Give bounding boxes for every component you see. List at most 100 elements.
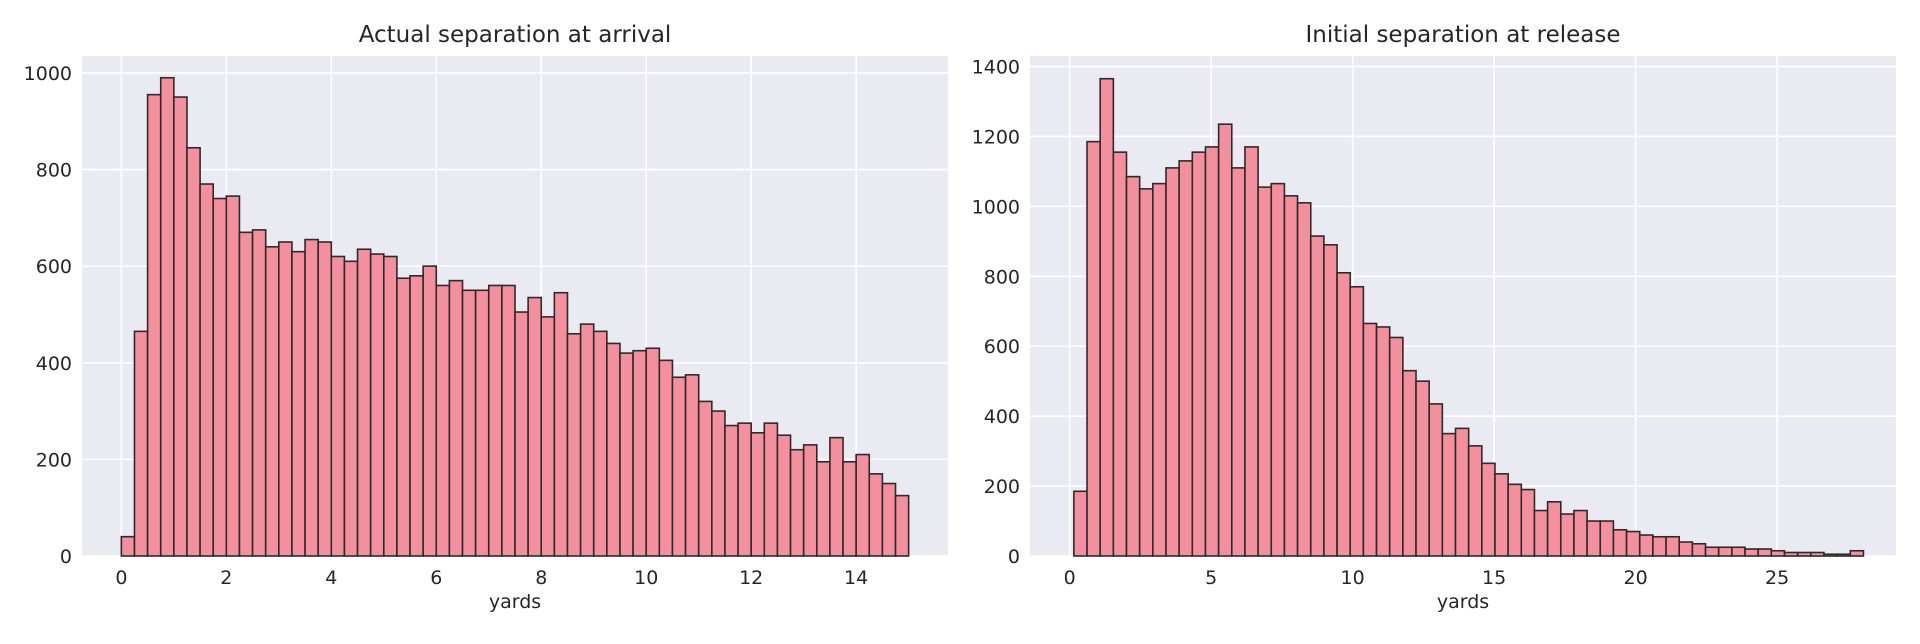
histogram-bar [697,400,713,557]
histogram-bar [1836,553,1852,557]
x-axis-label: yards [489,591,541,613]
chart-title: Actual separation at arrival [359,22,672,48]
histogram-bar [1165,167,1180,557]
histogram-bar [1559,513,1575,557]
y-tick-label: 1000 [972,196,1020,218]
histogram-bar [1625,530,1641,557]
histogram-bar [671,376,687,557]
histogram-bar [382,255,398,557]
histogram-bar [1823,553,1838,557]
y-tick-label: 800 [984,266,1020,288]
histogram-bar [1086,140,1101,557]
histogram-bar [1204,146,1220,557]
y-tick-label: 400 [36,353,72,375]
histogram-bar [1467,445,1483,557]
x-tick-label: 10 [1341,567,1365,589]
histogram-bar [632,349,648,557]
histogram-bar [514,311,529,557]
histogram-bar [1283,195,1299,557]
histogram-bar [868,473,884,557]
histogram-bar [1546,501,1562,557]
histogram-bar [343,260,359,557]
x-tick-label: 0 [1064,567,1076,589]
histogram-bar [1362,322,1378,557]
histogram-bar [356,248,372,557]
histogram-bar [1152,182,1167,557]
histogram-bar [1099,77,1115,557]
histogram-bar [304,238,319,557]
histogram-bar [1520,488,1536,557]
histogram-bar [278,241,293,557]
histogram-bar [1586,520,1602,557]
histogram-bar [855,453,871,557]
histogram-bar [317,241,333,557]
histogram-bar [750,432,766,557]
histogram-bar [1533,509,1549,557]
histogram-bar [1665,535,1681,557]
histogram-bar [566,332,582,557]
y-tick-label: 200 [36,449,72,471]
histogram-bar [592,330,608,557]
histogram-bar [1494,473,1509,557]
x-tick-label: 20 [1624,567,1648,589]
histogram-bar [1309,235,1325,557]
x-tick-label: 6 [430,567,442,589]
chart-panel-2: 0 5 10 15 20 25 0 200 400 600 800 1000 1200 1400 Initi… [972,22,1896,613]
histogram-bar [1257,186,1273,557]
x-tick-label: 2 [220,567,232,589]
histogram-bar [1691,542,1707,557]
x-tick-label: 14 [844,567,868,589]
y-tick-label: 600 [36,256,72,278]
histogram-bar [1244,146,1259,557]
histogram-bar [186,146,201,557]
histogram-bar [409,275,424,557]
histogram-bar [1230,167,1246,557]
histogram-bar [842,460,857,557]
histogram-bar [1178,160,1194,557]
histogram-bar [606,342,621,557]
histogram-bar [1770,549,1786,557]
histogram-bar [1612,528,1628,557]
histogram-bar [684,374,700,557]
histogram-bar [330,255,346,557]
x-tick-label: 4 [325,567,337,589]
histogram-bar [369,253,385,557]
histogram-bar [1783,551,1799,557]
histogram-bar [776,434,792,557]
histogram-bar [1428,403,1444,557]
histogram-bar [1336,271,1352,557]
histogram-bar [1402,369,1417,557]
histogram-bar [1810,551,1825,557]
histogram-bar [1704,546,1720,557]
histogram-bar [264,246,280,557]
x-axis-label: yards [1437,591,1489,613]
histogram-bar [1757,548,1773,557]
y-tick-label: 0 [60,546,72,568]
histogram-bar [133,330,149,557]
histogram-bar [1638,534,1654,557]
x-tick-label: 25 [1765,567,1789,589]
x-tick-label: 5 [1205,567,1217,589]
histogram-bar [724,424,739,557]
x-tick-label: 0 [115,567,127,589]
histogram-bar [1217,123,1233,557]
histogram-bar [225,195,241,557]
histogram-bar [212,197,228,557]
histogram-bar [579,323,595,557]
histogram-bar [1652,535,1667,557]
histogram-bar [1599,520,1615,557]
histogram-bar [448,279,464,557]
histogram-bar [829,436,844,557]
chart-title: Initial separation at release [1306,22,1621,48]
y-tick-label: 1200 [972,126,1020,148]
histogram-bar [1415,380,1430,557]
histogram-bar [1112,151,1128,557]
histogram-bar [763,422,779,557]
y-tick-label: 200 [984,476,1020,498]
histogram-bar [487,284,503,557]
histogram-bar [645,347,661,557]
histogram-bar [435,284,451,557]
histogram-bar [1073,490,1088,557]
